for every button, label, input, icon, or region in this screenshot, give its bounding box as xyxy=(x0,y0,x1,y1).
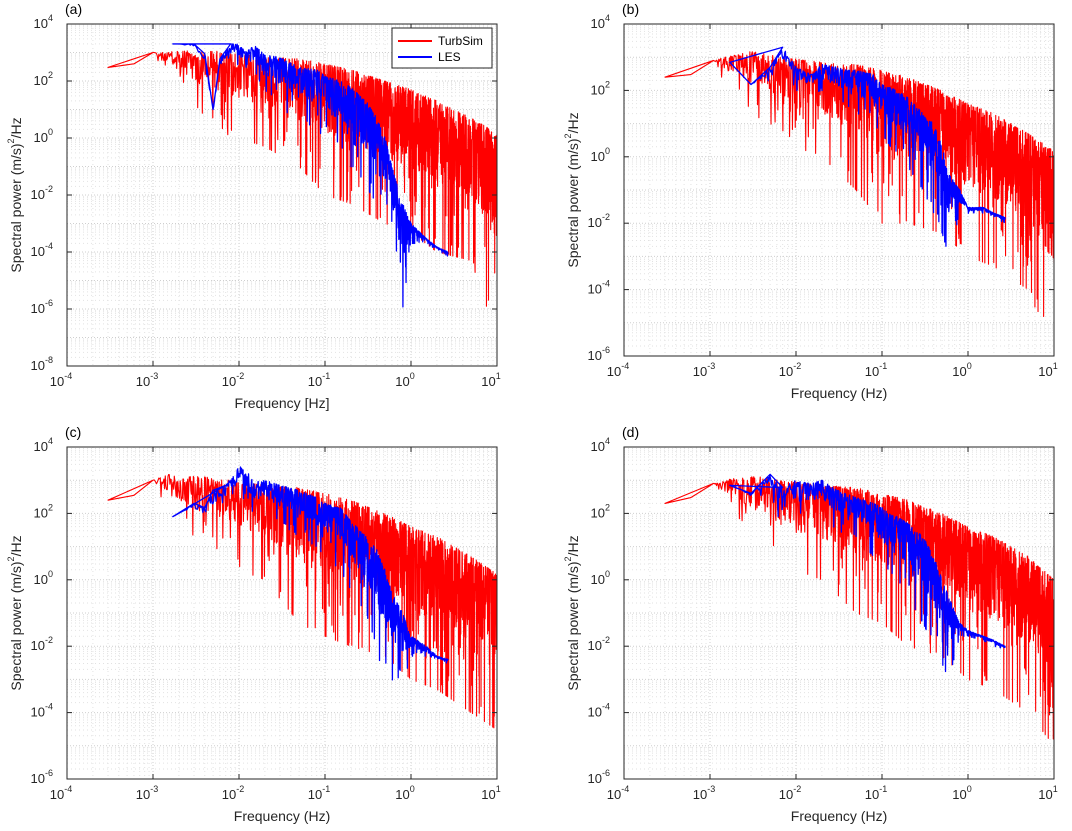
chart-panel-a: 10-4 10-3 10-2 10-1 100 101 10-8 10-6 10-4 10-2 10… xyxy=(6,1,501,411)
x-tick-label: 10-4 xyxy=(607,361,629,379)
y-tick-label: 10-8 xyxy=(31,355,53,373)
axes-box xyxy=(66,446,498,780)
series-line-les xyxy=(729,473,1006,673)
chart-panel-c: 10-4 10-3 10-2 10-1 100 10110-610-410-2100102… xyxy=(6,424,501,824)
y-tick-label: 100 xyxy=(591,146,610,164)
x-tick-label: 100 xyxy=(952,361,971,379)
series-line-turbsim xyxy=(664,476,1054,740)
y-tick-label: 10-6 xyxy=(31,768,53,786)
series-line-les xyxy=(729,46,1006,247)
y-tick-label: 102 xyxy=(591,502,610,520)
series-line-les xyxy=(172,43,449,308)
series-les xyxy=(729,46,1006,247)
x-tick-label: 10-4 xyxy=(607,784,629,802)
y-tick-label: 10-4 xyxy=(31,241,53,259)
x-tick-label: 10-3 xyxy=(136,784,158,802)
y-tick-label: 10-4 xyxy=(588,702,610,720)
series-line-les xyxy=(172,466,449,681)
y-tick-label: 10-2 xyxy=(31,184,53,202)
x-axis-label: Frequency (Hz) xyxy=(791,385,887,401)
y-tick-label: 104 xyxy=(34,436,53,454)
series-les xyxy=(729,473,1006,673)
y-tick-label: 10-2 xyxy=(588,212,610,230)
x-tick-label: 100 xyxy=(395,371,414,389)
y-tick-label: 100 xyxy=(591,569,610,587)
x-tick-label: 10-4 xyxy=(50,784,72,802)
axes-box xyxy=(623,446,1055,780)
x-tick-label: 10-2 xyxy=(222,371,244,389)
x-tick-label: 10-2 xyxy=(779,784,801,802)
y-tick-label: 10-2 xyxy=(31,635,53,653)
y-tick-label: 104 xyxy=(34,13,53,31)
y-tick-label: 10-4 xyxy=(588,279,610,297)
y-axis-label: Spectral power (m/s)2/Hz xyxy=(563,112,581,267)
x-tick-label: 10-2 xyxy=(222,784,244,802)
x-tick-label: 101 xyxy=(481,784,500,802)
y-tick-label: 104 xyxy=(591,13,610,31)
y-tick-label: 10-2 xyxy=(588,635,610,653)
x-tick-label: 10-1 xyxy=(308,784,330,802)
x-tick-label: 101 xyxy=(1038,361,1057,379)
x-tick-label: 10-1 xyxy=(865,361,887,379)
legend-label-turbsim: TurbSim xyxy=(438,34,483,48)
y-tick-label: 10-6 xyxy=(31,298,53,316)
x-tick-label: 10-3 xyxy=(693,784,715,802)
x-tick-label: 10-1 xyxy=(308,371,330,389)
y-axis-label: Spectral power (m/s)2/Hz xyxy=(6,535,24,690)
y-tick-label: 100 xyxy=(34,127,53,145)
x-tick-label: 101 xyxy=(1038,784,1057,802)
x-tick-label: 101 xyxy=(481,371,500,389)
plot-area xyxy=(624,24,1054,356)
series-turbsim xyxy=(664,476,1054,740)
y-axis-label: Spectral power (m/s)2/Hz xyxy=(563,535,581,690)
legend: TurbSim LES xyxy=(391,27,493,69)
panel-label: (d) xyxy=(622,424,639,440)
x-axis-label: Frequency [Hz] xyxy=(235,395,330,411)
x-tick-label: 10-2 xyxy=(779,361,801,379)
y-tick-label: 10-6 xyxy=(588,345,610,363)
legend-label-les: LES xyxy=(438,50,461,64)
chart-panel-b: 10-4 10-3 10-2 10-1 100 10110-610-410-2100102… xyxy=(563,1,1058,401)
x-tick-label: 10-3 xyxy=(136,371,158,389)
y-tick-label: 10-6 xyxy=(588,768,610,786)
series-les xyxy=(172,43,449,308)
y-tick-label: 100 xyxy=(34,569,53,587)
series-les xyxy=(172,466,449,681)
x-tick-label: 100 xyxy=(952,784,971,802)
chart-panel-d: 10-4 10-3 10-2 10-1 100 10110-610-410-2100102… xyxy=(563,424,1058,824)
y-tick-label: 102 xyxy=(34,502,53,520)
x-axis-label: Frequency (Hz) xyxy=(791,808,887,824)
panel-label: (b) xyxy=(622,1,639,17)
series-turbsim xyxy=(107,50,497,307)
axes-box xyxy=(623,23,1055,357)
series-line-turbsim xyxy=(664,51,1054,318)
series-line-turbsim xyxy=(107,50,497,307)
series-turbsim xyxy=(664,51,1054,318)
x-axis-label: Frequency (Hz) xyxy=(234,808,330,824)
y-tick-label: 102 xyxy=(591,79,610,97)
y-tick-label: 10-4 xyxy=(31,702,53,720)
y-axis-label: Spectral power (m/s)2/Hz xyxy=(6,117,24,272)
panel-label: (c) xyxy=(65,424,81,440)
x-tick-label: 10-4 xyxy=(50,371,72,389)
panel-label: (a) xyxy=(65,1,82,17)
y-tick-label: 104 xyxy=(591,436,610,454)
y-tick-label: 102 xyxy=(34,70,53,88)
x-tick-label: 10-1 xyxy=(865,784,887,802)
x-tick-label: 10-3 xyxy=(693,361,715,379)
x-tick-label: 100 xyxy=(395,784,414,802)
